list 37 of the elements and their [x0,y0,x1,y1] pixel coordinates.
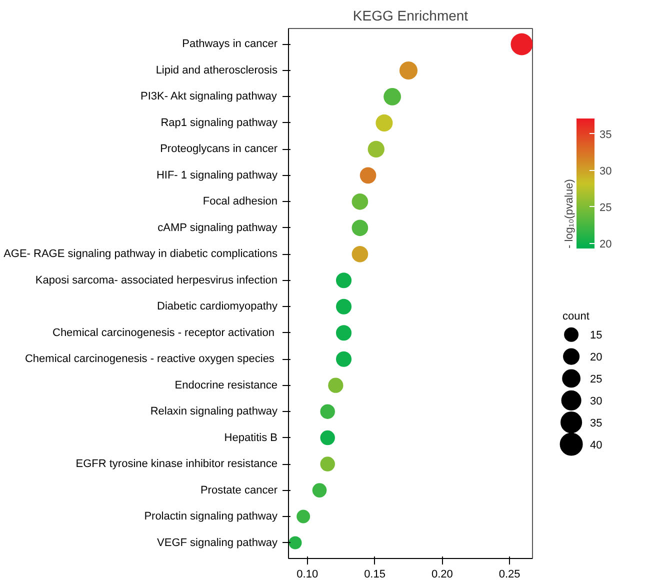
y-tick-label: PI3K- Akt signaling pathway [140,90,278,103]
y-tick-label: Relaxin signaling pathway [150,406,278,418]
color-bar-label: 25 [600,202,612,214]
y-tick-label: Chemical carcinogenesis - reactive oxygen species [24,353,275,366]
y-tick-label: EGFR tyrosine kinase inhibitor resistance [76,458,278,470]
y-tick-label: Focal adhesion [202,196,278,208]
y-tick-label: Kaposi sarcoma- associated herpesvirus infection [35,274,278,286]
y-tick-label: Rap1 signaling pathway [160,116,278,129]
legend-label: 25 [590,373,602,386]
color-bar-label: 20 [600,238,612,250]
y-tick-label: Diabetic cardiomyopathy [157,300,278,313]
legend-label: 30 [590,395,602,408]
y-tick-label: VEGF signaling pathway [157,536,278,549]
y-tick-label: Endocrine resistance [174,379,278,392]
x-tick-label: 0.25 [498,568,520,580]
legend-label: 20 [590,352,602,364]
x-tick-label: 0.15 [364,568,386,580]
legend-label: 40 [590,439,602,452]
y-tick-label: HIF- 1 signaling pathway [156,169,278,182]
y-tick-label: Proteoglycans in cancer [160,143,278,156]
y-tick-label: AGE- RAGE signaling pathway in diabetic complications [4,248,278,260]
x-tick-label: 0.20 [431,568,453,580]
y-tick-label: Pathways in cancer [182,38,278,50]
y-tick-label: Hepatitis B [224,432,278,444]
color-bar-label: 30 [600,165,612,178]
x-tick-label: 0.10 [296,568,318,580]
color-bar-label: 35 [600,128,612,141]
y-tick-label: Prostate cancer [200,484,278,496]
y-tick-label: Chemical carcinogenesis - receptor activation [52,326,274,339]
color-bar-title: - log₁₀(pvalue) [564,179,576,248]
legend-label: 35 [590,417,602,430]
y-tick-label: Prolactin signaling pathway [144,510,278,523]
chart-title: KEGG Enrichment [352,8,468,24]
y-tick-label: Lipid and atherosclerosis [156,64,278,76]
legend-label: 15 [590,330,602,342]
y-tick-label: cAMP signaling pathway [158,222,278,234]
legend-title: count [562,310,590,322]
